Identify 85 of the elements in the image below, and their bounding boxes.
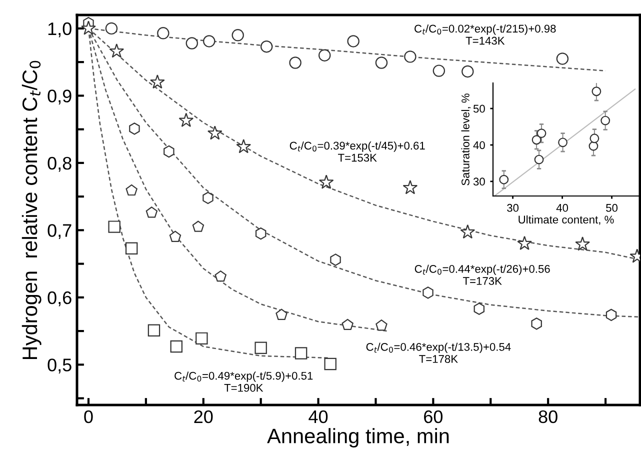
point (536, 128, 546, 138)
y-tick-label: 1,0 (48, 22, 72, 38)
x-tick-label: 30 (507, 204, 519, 212)
x-axis-title: Ultimate content, % (518, 215, 614, 225)
point (575, 236, 590, 251)
y-tick-label: 0,6 (48, 291, 72, 306)
point (192, 220, 204, 232)
x-tick-label: 40 (308, 410, 328, 424)
point (404, 50, 416, 63)
point (81, 20, 96, 35)
point (150, 74, 165, 89)
annotation: C$_{t}$/C$_{0}$=0.02*exp(-t/215)+0.98 T=143K (414, 24, 556, 45)
point (318, 49, 331, 62)
point (606, 308, 617, 322)
x-axis-title: Annealing time, min (267, 428, 449, 448)
point (347, 35, 360, 48)
point (105, 22, 118, 35)
point (590, 134, 600, 144)
point (558, 138, 568, 148)
point (330, 254, 341, 266)
point (125, 242, 138, 254)
annotation: C$_{t}$/C$_{0}$=0.44*exp(-t/26)+0.56 T=173K (414, 264, 550, 285)
point (164, 145, 174, 158)
point (254, 342, 267, 354)
point (462, 65, 474, 78)
point (422, 286, 434, 299)
point (196, 332, 208, 345)
point (517, 236, 532, 250)
point (532, 135, 542, 145)
x-tick-label: 60 (424, 410, 443, 424)
point (109, 44, 124, 58)
point (588, 141, 598, 151)
x-tick-label: 20 (194, 410, 213, 424)
x-tick-label: 40 (556, 204, 568, 212)
x-tick-label: 0 (84, 410, 93, 424)
y-tick-label: 0,5 (48, 358, 72, 374)
point (534, 154, 544, 164)
annotation: C$_{t}$/C$_{0}$=0.39*exp(-t/45)+0.61 T=153K (290, 141, 425, 162)
point (178, 112, 194, 127)
y-tick-label: 0,8 (48, 156, 72, 172)
point (289, 56, 302, 69)
point (499, 174, 509, 184)
point (375, 56, 388, 69)
annotation: C$_{t}$/C$_{0}$=0.46*exp(-t/13.5)+0.54 T=178K (366, 342, 511, 363)
point (531, 318, 542, 330)
point (432, 64, 446, 77)
y-tick-label: 30 (473, 178, 485, 186)
x-tick-label: 80 (538, 410, 558, 424)
point (255, 227, 266, 240)
point (148, 324, 160, 336)
y-tick-label: 0,9 (48, 90, 72, 105)
point (236, 139, 252, 154)
y-tick-label: 50 (473, 104, 485, 113)
point (460, 224, 476, 239)
point (342, 318, 354, 330)
point (203, 35, 216, 48)
point (474, 302, 485, 315)
point (126, 184, 138, 196)
point (202, 192, 214, 204)
point (294, 347, 308, 360)
y-axis-title: Hydrogen relative content C$_{t}$/C$_{0}$ (22, 60, 42, 360)
point (169, 230, 182, 242)
point (600, 116, 610, 126)
y-axis-title: Saturation level, % (461, 94, 471, 186)
point (556, 52, 569, 65)
point (318, 174, 334, 189)
point (232, 29, 244, 42)
point (376, 320, 388, 331)
point (186, 37, 198, 50)
y-tick-label: 0,7 (48, 224, 72, 240)
point (324, 358, 336, 370)
point (276, 308, 288, 320)
point (170, 340, 182, 353)
point (129, 122, 140, 135)
point (157, 27, 170, 40)
point (146, 206, 158, 218)
annotation: C$_{t}$/C$_{0}$=0.49*exp(-t/5.9)+0.51 T=190K (174, 372, 313, 392)
point (260, 40, 273, 53)
point (402, 180, 418, 194)
point (592, 86, 602, 96)
point (214, 270, 226, 282)
point (108, 220, 120, 233)
x-tick-label: 50 (606, 204, 618, 212)
y-tick-label: 40 (473, 141, 485, 150)
point (207, 126, 222, 140)
